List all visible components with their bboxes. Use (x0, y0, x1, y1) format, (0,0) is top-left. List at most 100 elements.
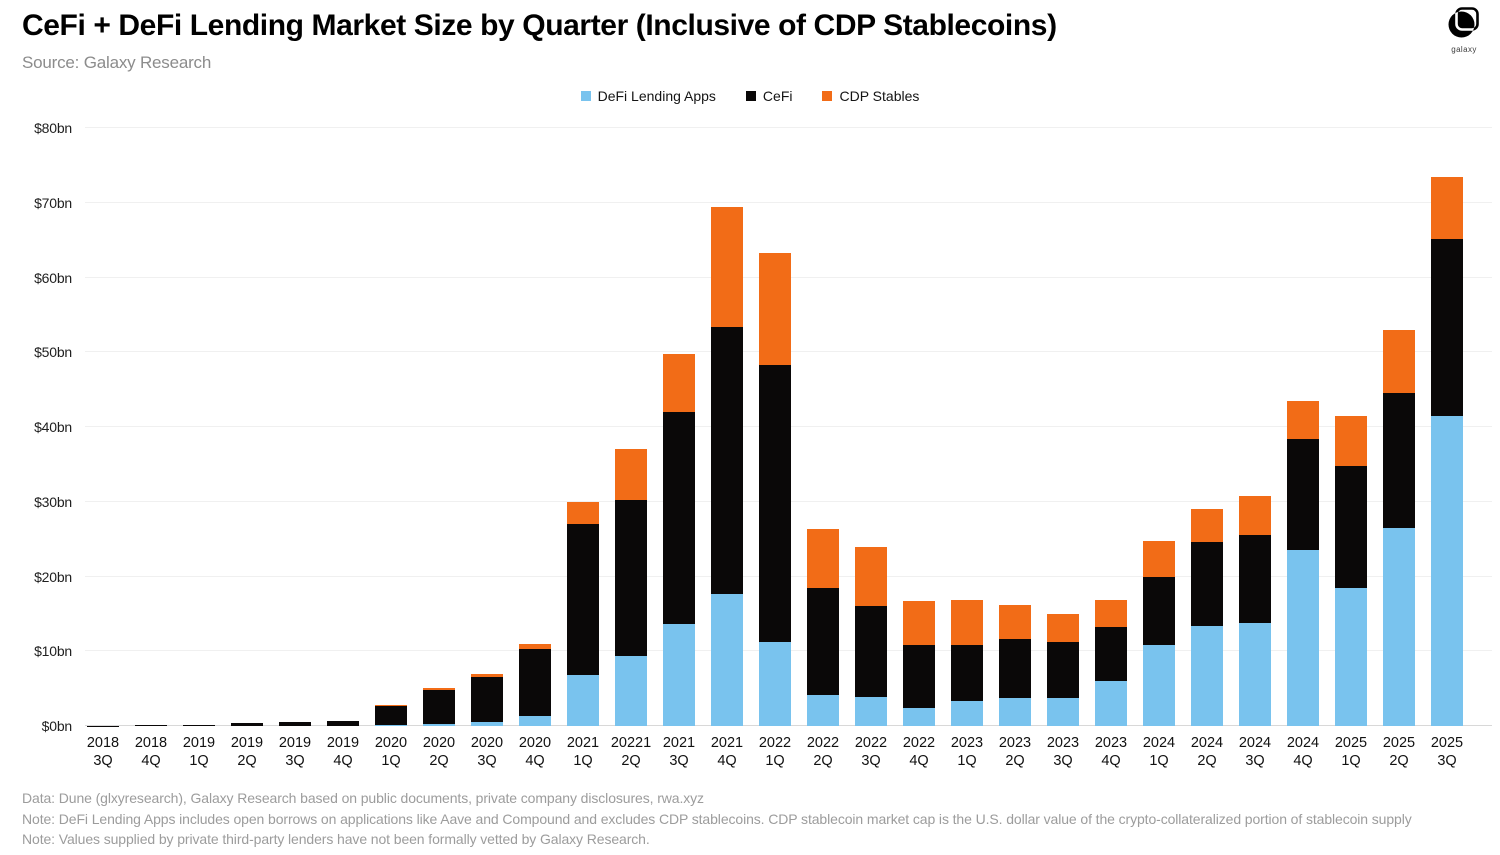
segment-cdp-stables (1383, 329, 1415, 394)
segment-cefi (471, 677, 503, 722)
x-tick-year: 2022 (854, 735, 888, 751)
segment-cefi (951, 645, 983, 702)
segment-cdp-stables (951, 599, 983, 646)
segment-defi-lending-apps (1335, 587, 1367, 726)
bar-stack (951, 599, 983, 726)
bar-2019-1Q (175, 128, 223, 726)
gridline (85, 201, 1492, 203)
x-tick-year: 2023 (998, 735, 1032, 751)
x-tick-label: 2021 1Q (559, 734, 607, 770)
footnote-disclaimer: Note: Values supplied by private third-p… (22, 831, 650, 847)
page-title: CeFi + DeFi Lending Market Size by Quart… (22, 9, 1057, 42)
x-tick-label: 2019 2Q (223, 734, 271, 770)
segment-cdp-stables (375, 705, 407, 706)
segment-cdp-stables (903, 601, 935, 646)
segment-defi-lending-apps (471, 721, 503, 726)
x-tick-label: 2023 1Q (943, 734, 991, 770)
bar-2021-3Q (655, 128, 703, 726)
x-tick-quarter: 4Q (1101, 753, 1121, 769)
segment-defi-lending-apps (1287, 550, 1319, 726)
x-tick-quarter: 1Q (189, 753, 209, 769)
x-tick-year: 2020 (518, 735, 552, 751)
x-tick-year: 2024 (1238, 735, 1272, 751)
bar-stack (1191, 509, 1223, 726)
x-axis-labels: 2018 3Q 2018 4Q 2019 1Q 2019 2Q 2019 3Q 2019 4Q 2020… (79, 734, 1471, 770)
bar-stack (1047, 613, 1079, 726)
x-tick-year: 2018 (86, 735, 120, 751)
segment-cdp-stables (1287, 400, 1319, 439)
x-tick-label: 2022 1Q (751, 734, 799, 770)
x-tick-year: 2025 (1430, 735, 1464, 751)
bar-stack (1383, 329, 1415, 726)
x-tick-quarter: 4Q (525, 753, 545, 769)
bar-stack (711, 207, 743, 726)
legend-swatch-icon (822, 91, 833, 101)
segment-defi-lending-apps (759, 642, 791, 726)
bar-20221-2Q (607, 128, 655, 726)
x-tick-label: 2023 3Q (1039, 734, 1087, 770)
bar-2023-4Q (1087, 128, 1135, 726)
segment-cefi (1335, 465, 1367, 588)
segment-cefi (1095, 627, 1127, 682)
segment-cefi (903, 645, 935, 709)
legend-label: CeFi (762, 88, 793, 104)
x-tick-year: 2019 (230, 735, 264, 751)
segment-defi-lending-apps (423, 723, 455, 726)
segment-defi-lending-apps (807, 694, 839, 726)
segment-cefi (327, 721, 359, 726)
y-tick-label: $0bn (41, 718, 73, 734)
x-tick-year: 2020 (422, 735, 456, 751)
x-tick-year: 2021 (710, 735, 744, 751)
x-tick-quarter: 2Q (237, 753, 257, 769)
bar-stack (231, 722, 263, 726)
legend-swatch-icon (580, 91, 591, 101)
bar-2022-2Q (799, 128, 847, 726)
segment-cefi (807, 588, 839, 695)
bar-stack (183, 724, 215, 726)
x-tick-label: 20221 2Q (607, 734, 655, 770)
x-tick-label: 2024 4Q (1279, 734, 1327, 770)
footnote-methodology: Note: DeFi Lending Apps includes open bo… (22, 810, 1412, 827)
x-tick-label: 2023 4Q (1087, 734, 1135, 770)
segment-cefi (231, 722, 263, 726)
x-tick-year: 2023 (1046, 735, 1080, 751)
segment-defi-lending-apps (1047, 698, 1079, 726)
segment-cefi (279, 722, 311, 726)
bar-stack (903, 601, 935, 726)
x-tick-year: 2022 (902, 735, 936, 751)
x-tick-quarter: 3Q (285, 753, 305, 769)
segment-cefi (519, 649, 551, 717)
bar-stack (519, 643, 551, 726)
bar-2019-4Q (319, 128, 367, 726)
segment-cefi (999, 638, 1031, 699)
x-tick-year: 2021 (662, 735, 696, 751)
x-tick-year: 2021 (566, 735, 600, 751)
bar-2019-3Q (271, 128, 319, 726)
segment-defi-lending-apps (567, 675, 599, 726)
bar-2024-1Q (1135, 128, 1183, 726)
bar-2022-3Q (847, 128, 895, 726)
segment-defi-lending-apps (1239, 622, 1271, 726)
x-tick-label: 2022 2Q (799, 734, 847, 770)
y-tick-label: $40bn (34, 419, 72, 435)
x-tick-year: 2020 (374, 735, 408, 751)
x-tick-label: 2025 2Q (1375, 734, 1423, 770)
legend-swatch-icon (745, 91, 756, 101)
segment-cdp-stables (663, 353, 695, 413)
x-tick-label: 2021 3Q (655, 734, 703, 770)
bar-2023-1Q (943, 128, 991, 726)
bar-stack (759, 252, 791, 726)
segment-cdp-stables (615, 449, 647, 501)
segment-defi-lending-apps (615, 656, 647, 726)
y-tick-label: $60bn (34, 269, 72, 286)
bar-stack (375, 705, 407, 726)
bar-stack (135, 725, 167, 726)
x-tick-quarter: 2Q (621, 753, 641, 769)
segment-cefi (1287, 438, 1319, 551)
segment-defi-lending-apps (1143, 644, 1175, 726)
galaxy-logo: galaxy (1442, 6, 1486, 54)
x-tick-label: 2019 4Q (319, 734, 367, 770)
y-tick-label: $80bn (34, 120, 72, 136)
segment-defi-lending-apps (519, 716, 551, 726)
x-tick-year: 2019 (326, 735, 360, 751)
